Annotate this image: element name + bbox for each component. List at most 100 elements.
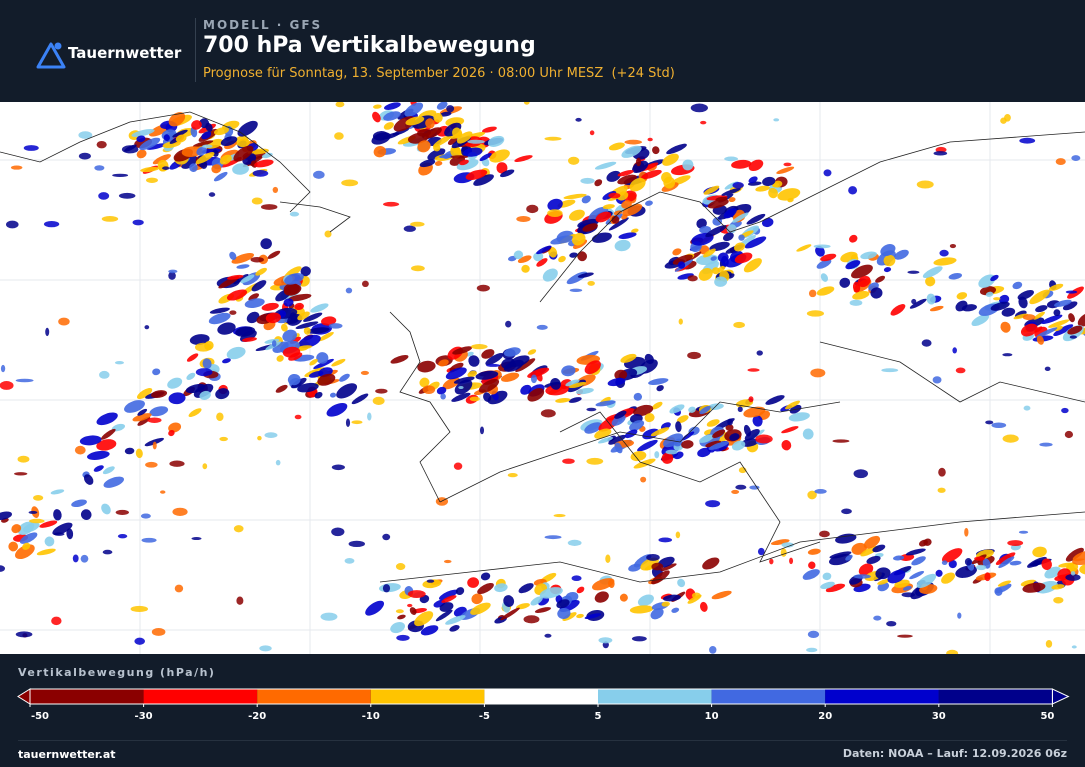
field-cell [816,286,835,296]
field-cell [595,211,612,223]
field-cell [816,259,832,269]
field-cell [515,358,536,373]
site: tauernwetter.at [18,748,116,761]
field-cell [499,169,515,178]
field-cell [294,302,304,310]
field-cell [624,139,642,145]
field-cell [651,401,663,410]
field-cell [39,520,58,528]
field-cell [441,595,457,603]
field-cell [216,412,224,422]
field-cell [677,273,694,280]
field-cell [706,419,720,427]
field-cell [743,424,752,437]
field-cell [594,179,603,187]
field-cell [163,134,170,142]
field-cell [79,435,102,446]
colorbar-segment [484,689,598,704]
field-cell [547,209,563,218]
field-cell [503,359,524,372]
field-cell [976,564,987,571]
field-cell [762,176,776,187]
field-cell [658,537,673,543]
field-cell [440,393,446,400]
field-cell [397,614,406,620]
field-cell [202,144,213,149]
field-cell [848,186,858,195]
field-cell [1033,311,1045,320]
field-cell [820,253,837,262]
field-cell [877,579,891,585]
field-cell [468,355,480,367]
field-cell [478,379,500,393]
field-cell [703,248,716,258]
field-cell [748,396,754,403]
field-cell [733,242,746,252]
field-cell [261,302,279,311]
field-cell [395,563,406,571]
field-cell [264,338,280,344]
field-cell [665,449,678,455]
field-cell [617,170,634,177]
field-cell [586,407,597,412]
field-cell [403,225,416,232]
field-cell [404,102,424,117]
field-cell [326,402,348,417]
field-cell [939,249,949,257]
field-cell [748,176,758,184]
field-cell [324,230,332,238]
field-cell [260,204,278,210]
field-cell [130,605,149,613]
field-cell [505,320,512,328]
field-cell [1045,640,1053,648]
field-cell [434,160,443,166]
field-cell [486,363,501,367]
field-cell [168,429,175,437]
field-cell [433,134,453,148]
field-cell [5,220,19,229]
field-cell [298,334,321,348]
field-cell [614,442,623,454]
field-cell [0,565,6,572]
field-cell [785,400,800,410]
field-cell [688,406,696,413]
field-cell [467,370,477,378]
field-cell [617,174,637,185]
field-cell [80,554,89,563]
field-cell [427,148,446,161]
field-cell [211,164,222,174]
field-cell [705,225,727,238]
field-cell [556,599,570,609]
field-cell [622,203,643,217]
field-cell [321,316,337,326]
field-cell [633,392,643,401]
colorbar-tick-label: -30 [135,711,153,722]
field-cell [254,159,274,168]
field-cell [883,254,896,267]
field-cell [373,104,382,109]
field-cell [711,267,720,275]
field-cell [851,264,873,279]
field-cell [974,556,985,561]
field-cell [1070,571,1076,576]
field-cell [282,329,297,342]
field-cell [807,490,817,500]
field-cell [168,392,186,405]
field-cell [748,159,764,172]
field-cell [410,221,425,227]
field-cell [845,554,853,561]
field-cell [734,252,753,264]
field-cell [640,476,647,483]
field-cell [96,439,117,451]
field-cell [853,574,871,579]
field-cell [631,636,647,642]
field-cell [630,451,647,462]
field-cell [87,450,110,460]
field-cell [331,358,346,367]
field-cell [577,272,594,278]
field-cell [576,586,585,594]
field-cell [654,451,660,459]
field-cell [442,377,461,390]
field-cell [608,142,625,151]
field-cell [195,368,213,377]
